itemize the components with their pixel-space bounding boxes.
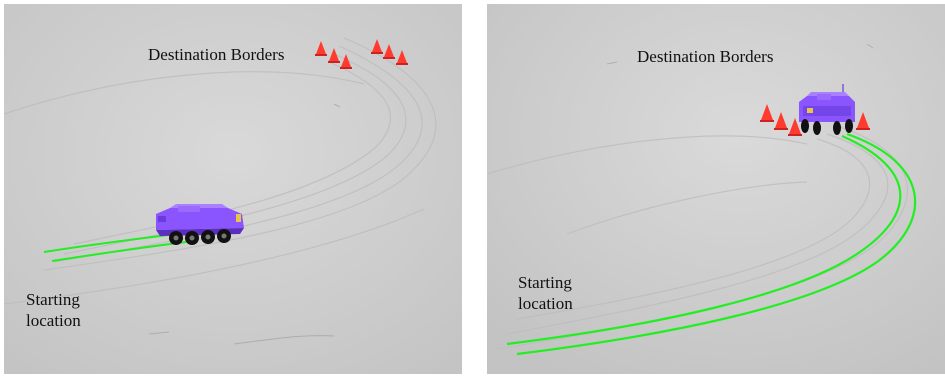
traffic-cone-icon [788, 118, 802, 136]
armored-vehicle-icon [799, 84, 855, 135]
destination-cones [315, 39, 408, 69]
panel-left-scene: Destination Borders Starting location [4, 4, 462, 374]
trajectory-path [506, 132, 917, 356]
traffic-cone-icon [774, 112, 788, 130]
destination-borders-label: Destination Borders [148, 45, 285, 64]
panel-right-scene: Destination Borders Starting location [487, 4, 945, 374]
destination-borders-label: Destination Borders [637, 47, 774, 66]
panel-divider [471, 0, 479, 376]
traffic-cone-icon [340, 54, 352, 69]
traffic-cone-icon [328, 48, 340, 63]
traffic-cone-icon [315, 41, 327, 56]
traffic-cone-icon [856, 112, 870, 130]
ground-surface [4, 4, 462, 374]
traffic-cone-icon [760, 104, 774, 122]
traffic-cone-icon [371, 39, 383, 54]
starting-location-label: Starting location [26, 290, 81, 330]
destination-cones [760, 104, 870, 136]
traffic-cone-icon [396, 50, 408, 65]
starting-location-label: Starting location [518, 273, 573, 313]
traffic-cone-icon [383, 44, 395, 59]
armored-vehicle-icon [156, 204, 244, 245]
ground-surface [487, 4, 945, 374]
